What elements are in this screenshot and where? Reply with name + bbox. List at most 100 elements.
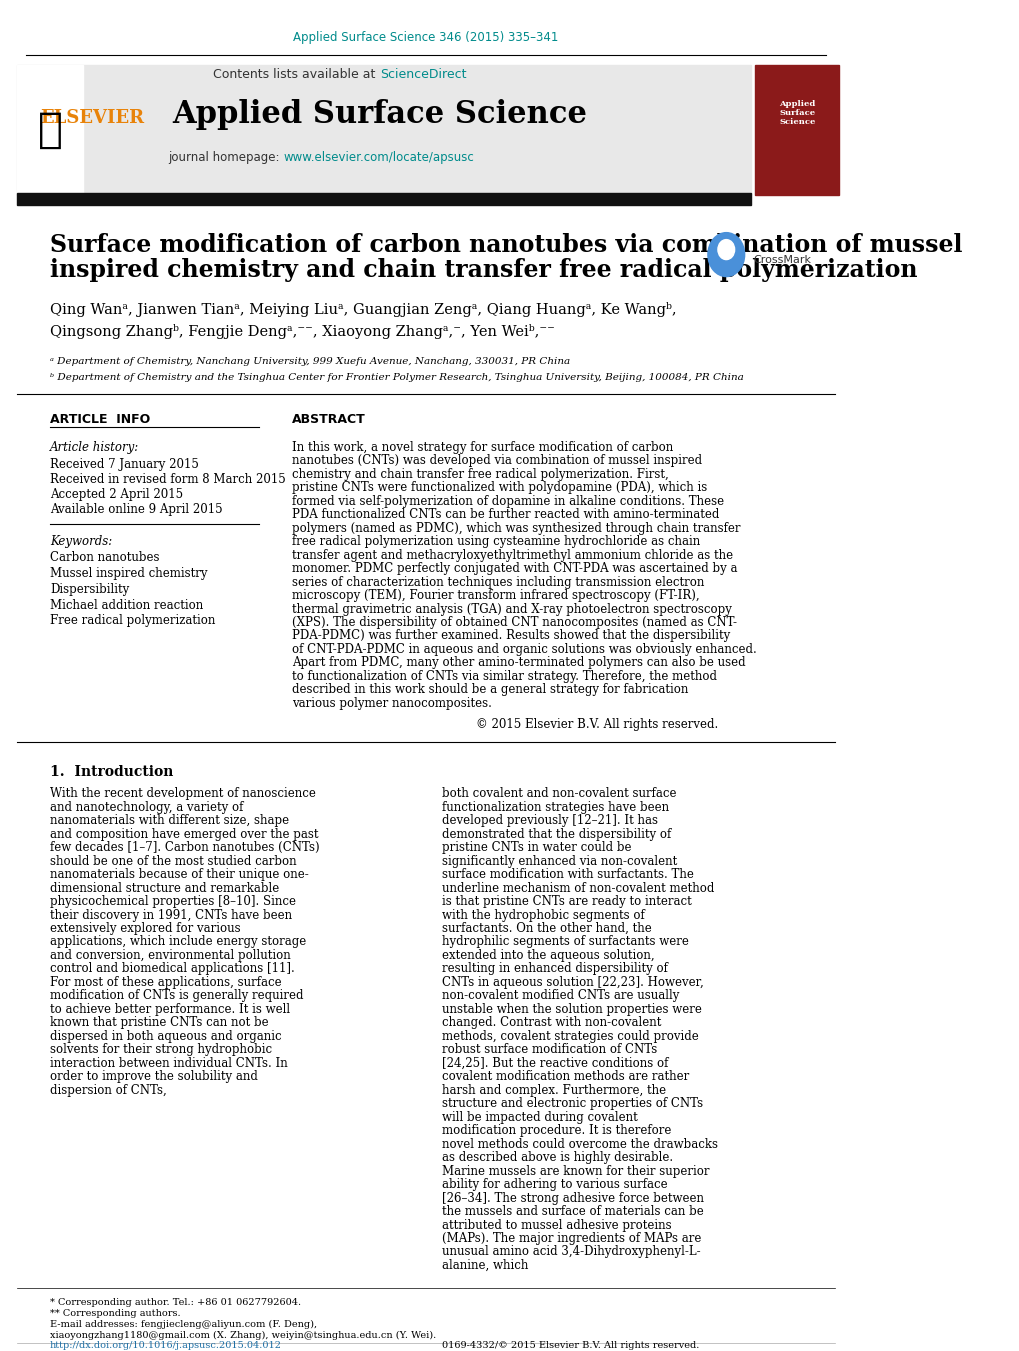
Text: http://dx.doi.org/10.1016/j.apsusc.2015.04.012: http://dx.doi.org/10.1016/j.apsusc.2015.… xyxy=(50,1342,282,1350)
Text: inspired chemistry and chain transfer free radical polymerization: inspired chemistry and chain transfer fr… xyxy=(50,258,917,281)
Text: unstable when the solution properties were: unstable when the solution properties we… xyxy=(442,1002,702,1016)
Circle shape xyxy=(717,239,734,259)
Text: Received in revised form 8 March 2015: Received in revised form 8 March 2015 xyxy=(50,473,285,486)
Text: to functionalization of CNTs via similar strategy. Therefore, the method: to functionalization of CNTs via similar… xyxy=(291,670,716,682)
Text: Qing Wanᵃ, Jianwen Tianᵃ, Meiying Liuᵃ, Guangjian Zengᵃ, Qiang Huangᵃ, Ke Wangᵇ,: Qing Wanᵃ, Jianwen Tianᵃ, Meiying Liuᵃ, … xyxy=(50,303,676,317)
Text: various polymer nanocomposites.: various polymer nanocomposites. xyxy=(291,697,491,709)
Text: Mussel inspired chemistry: Mussel inspired chemistry xyxy=(50,566,208,580)
Text: hydrophilic segments of surfactants were: hydrophilic segments of surfactants were xyxy=(442,935,689,948)
Text: Applied
Surface
Science: Applied Surface Science xyxy=(779,100,814,126)
Text: journal homepage:: journal homepage: xyxy=(168,151,283,165)
Text: xiaoyongzhang1180@gmail.com (X. Zhang), weiyin@tsinghua.edu.cn (Y. Wei).: xiaoyongzhang1180@gmail.com (X. Zhang), … xyxy=(50,1331,436,1340)
Circle shape xyxy=(707,232,744,277)
Text: ability for adhering to various surface: ability for adhering to various surface xyxy=(442,1178,667,1192)
Text: CNTs in aqueous solution [22,23]. However,: CNTs in aqueous solution [22,23]. Howeve… xyxy=(442,975,703,989)
Text: ELSEVIER: ELSEVIER xyxy=(40,109,144,127)
Text: With the recent development of nanoscience: With the recent development of nanoscien… xyxy=(50,788,316,800)
Text: Carbon nanotubes: Carbon nanotubes xyxy=(50,551,159,563)
Text: is that pristine CNTs are ready to interact: is that pristine CNTs are ready to inter… xyxy=(442,894,692,908)
Text: will be impacted during covalent: will be impacted during covalent xyxy=(442,1111,638,1124)
Text: modification procedure. It is therefore: modification procedure. It is therefore xyxy=(442,1124,672,1138)
Text: demonstrated that the dispersibility of: demonstrated that the dispersibility of xyxy=(442,828,672,840)
Text: Apart from PDMC, many other amino-terminated polymers can also be used: Apart from PDMC, many other amino-termin… xyxy=(291,657,745,670)
Text: Michael addition reaction: Michael addition reaction xyxy=(50,598,203,612)
Text: E-mail addresses: fengjiecleng@aliyun.com (F. Deng),: E-mail addresses: fengjiecleng@aliyun.co… xyxy=(50,1320,317,1329)
Text: both covalent and non-covalent surface: both covalent and non-covalent surface xyxy=(442,788,677,800)
Text: pristine CNTs were functionalized with polydopamine (PDA), which is: pristine CNTs were functionalized with p… xyxy=(291,481,707,494)
Text: applications, which include energy storage: applications, which include energy stora… xyxy=(50,935,306,948)
Text: pristine CNTs in water could be: pristine CNTs in water could be xyxy=(442,842,632,854)
Text: thermal gravimetric analysis (TGA) and X-ray photoelectron spectroscopy: thermal gravimetric analysis (TGA) and X… xyxy=(291,603,732,616)
Text: polymers (named as PDMC), which was synthesized through chain transfer: polymers (named as PDMC), which was synt… xyxy=(291,521,740,535)
Text: modification of CNTs is generally required: modification of CNTs is generally requir… xyxy=(50,989,304,1002)
Text: For most of these applications, surface: For most of these applications, surface xyxy=(50,975,281,989)
Text: control and biomedical applications [11].: control and biomedical applications [11]… xyxy=(50,962,294,975)
Text: 1.  Introduction: 1. Introduction xyxy=(50,765,173,778)
Text: functionalization strategies have been: functionalization strategies have been xyxy=(442,801,668,813)
Text: few decades [1–7]. Carbon nanotubes (CNTs): few decades [1–7]. Carbon nanotubes (CNT… xyxy=(50,842,319,854)
Bar xyxy=(16,65,751,195)
Text: nanotubes (CNTs) was developed via combination of mussel inspired: nanotubes (CNTs) was developed via combi… xyxy=(291,454,702,467)
Text: covalent modification methods are rather: covalent modification methods are rather xyxy=(442,1070,689,1084)
Bar xyxy=(16,65,84,195)
Text: should be one of the most studied carbon: should be one of the most studied carbon xyxy=(50,855,297,867)
Text: and conversion, environmental pollution: and conversion, environmental pollution xyxy=(50,948,290,962)
Text: and nanotechnology, a variety of: and nanotechnology, a variety of xyxy=(50,801,244,813)
Text: Free radical polymerization: Free radical polymerization xyxy=(50,615,215,627)
Text: novel methods could overcome the drawbacks: novel methods could overcome the drawbac… xyxy=(442,1138,717,1151)
Text: resulting in enhanced dispersibility of: resulting in enhanced dispersibility of xyxy=(442,962,667,975)
Text: Available online 9 April 2015: Available online 9 April 2015 xyxy=(50,503,222,516)
Text: Received 7 January 2015: Received 7 January 2015 xyxy=(50,458,199,470)
Text: significantly enhanced via non-covalent: significantly enhanced via non-covalent xyxy=(442,855,677,867)
Bar xyxy=(755,65,839,195)
Text: * Corresponding author. Tel.: +86 01 0627792604.: * Corresponding author. Tel.: +86 01 062… xyxy=(50,1298,301,1308)
Text: of CNT-PDA-PDMC in aqueous and organic solutions was obviously enhanced.: of CNT-PDA-PDMC in aqueous and organic s… xyxy=(291,643,756,657)
Text: chemistry and chain transfer free radical polymerization. First,: chemistry and chain transfer free radica… xyxy=(291,467,668,481)
Text: methods, covalent strategies could provide: methods, covalent strategies could provi… xyxy=(442,1029,698,1043)
Text: robust surface modification of CNTs: robust surface modification of CNTs xyxy=(442,1043,657,1056)
Text: ARTICLE  INFO: ARTICLE INFO xyxy=(50,413,150,426)
Text: surfactants. On the other hand, the: surfactants. On the other hand, the xyxy=(442,921,651,935)
Text: unusual amino acid 3,4-Dihydroxyphenyl-L-: unusual amino acid 3,4-Dihydroxyphenyl-L… xyxy=(442,1246,700,1259)
Text: known that pristine CNTs can not be: known that pristine CNTs can not be xyxy=(50,1016,268,1029)
Text: non-covalent modified CNTs are usually: non-covalent modified CNTs are usually xyxy=(442,989,679,1002)
Text: Surface modification of carbon nanotubes via combination of mussel: Surface modification of carbon nanotubes… xyxy=(50,232,962,257)
Text: © 2015 Elsevier B.V. All rights reserved.: © 2015 Elsevier B.V. All rights reserved… xyxy=(475,719,717,731)
Text: 🌳: 🌳 xyxy=(38,109,62,151)
Text: interaction between individual CNTs. In: interaction between individual CNTs. In xyxy=(50,1056,287,1070)
Text: Applied Surface Science 346 (2015) 335–341: Applied Surface Science 346 (2015) 335–3… xyxy=(292,31,557,45)
Text: attributed to mussel adhesive proteins: attributed to mussel adhesive proteins xyxy=(442,1219,672,1232)
Text: PDA-PDMC) was further examined. Results showed that the dispersibility: PDA-PDMC) was further examined. Results … xyxy=(291,630,730,643)
Text: monomer. PDMC perfectly conjugated with CNT-PDA was ascertained by a: monomer. PDMC perfectly conjugated with … xyxy=(291,562,737,576)
Text: structure and electronic properties of CNTs: structure and electronic properties of C… xyxy=(442,1097,703,1111)
Text: ** Corresponding authors.: ** Corresponding authors. xyxy=(50,1309,180,1319)
Text: ᵇ Department of Chemistry and the Tsinghua Center for Frontier Polymer Research,: ᵇ Department of Chemistry and the Tsingh… xyxy=(50,373,743,382)
Text: solvents for their strong hydrophobic: solvents for their strong hydrophobic xyxy=(50,1043,272,1056)
Text: In this work, a novel strategy for surface modification of carbon: In this work, a novel strategy for surfa… xyxy=(291,440,673,454)
Bar xyxy=(16,193,751,204)
Text: Dispersibility: Dispersibility xyxy=(50,582,129,596)
Text: series of characterization techniques including transmission electron: series of characterization techniques in… xyxy=(291,576,704,589)
Text: free radical polymerization using cysteamine hydrochloride as chain: free radical polymerization using cystea… xyxy=(291,535,700,549)
Text: ᵃ Department of Chemistry, Nanchang University, 999 Xuefu Avenue, Nanchang, 3300: ᵃ Department of Chemistry, Nanchang Univ… xyxy=(50,357,570,366)
Text: (MAPs). The major ingredients of MAPs are: (MAPs). The major ingredients of MAPs ar… xyxy=(442,1232,701,1246)
Text: Applied Surface Science: Applied Surface Science xyxy=(172,100,587,130)
Text: and composition have emerged over the past: and composition have emerged over the pa… xyxy=(50,828,318,840)
Text: ScienceDirect: ScienceDirect xyxy=(379,69,466,81)
Text: with the hydrophobic segments of: with the hydrophobic segments of xyxy=(442,908,645,921)
Text: extended into the aqueous solution,: extended into the aqueous solution, xyxy=(442,948,654,962)
Text: 0169-4332/© 2015 Elsevier B.V. All rights reserved.: 0169-4332/© 2015 Elsevier B.V. All right… xyxy=(442,1342,699,1350)
Text: developed previously [12–21]. It has: developed previously [12–21]. It has xyxy=(442,815,658,827)
Text: the mussels and surface of materials can be: the mussels and surface of materials can… xyxy=(442,1205,703,1219)
Text: nanomaterials because of their unique one-: nanomaterials because of their unique on… xyxy=(50,869,309,881)
Text: CrossMark: CrossMark xyxy=(752,254,810,265)
Text: as described above is highly desirable.: as described above is highly desirable. xyxy=(442,1151,673,1165)
Text: Qingsong Zhangᵇ, Fengjie Dengᵃ,⁻⁻, Xiaoyong Zhangᵃ,⁻, Yen Weiᵇ,⁻⁻: Qingsong Zhangᵇ, Fengjie Dengᵃ,⁻⁻, Xiaoy… xyxy=(50,324,554,339)
Text: formed via self-polymerization of dopamine in alkaline conditions. These: formed via self-polymerization of dopami… xyxy=(291,494,723,508)
Text: described in this work should be a general strategy for fabrication: described in this work should be a gener… xyxy=(291,684,688,696)
Text: order to improve the solubility and: order to improve the solubility and xyxy=(50,1070,258,1084)
Text: surface modification with surfactants. The: surface modification with surfactants. T… xyxy=(442,869,694,881)
Text: dispersed in both aqueous and organic: dispersed in both aqueous and organic xyxy=(50,1029,281,1043)
Text: dispersion of CNTs,: dispersion of CNTs, xyxy=(50,1084,167,1097)
Text: Marine mussels are known for their superior: Marine mussels are known for their super… xyxy=(442,1165,709,1178)
